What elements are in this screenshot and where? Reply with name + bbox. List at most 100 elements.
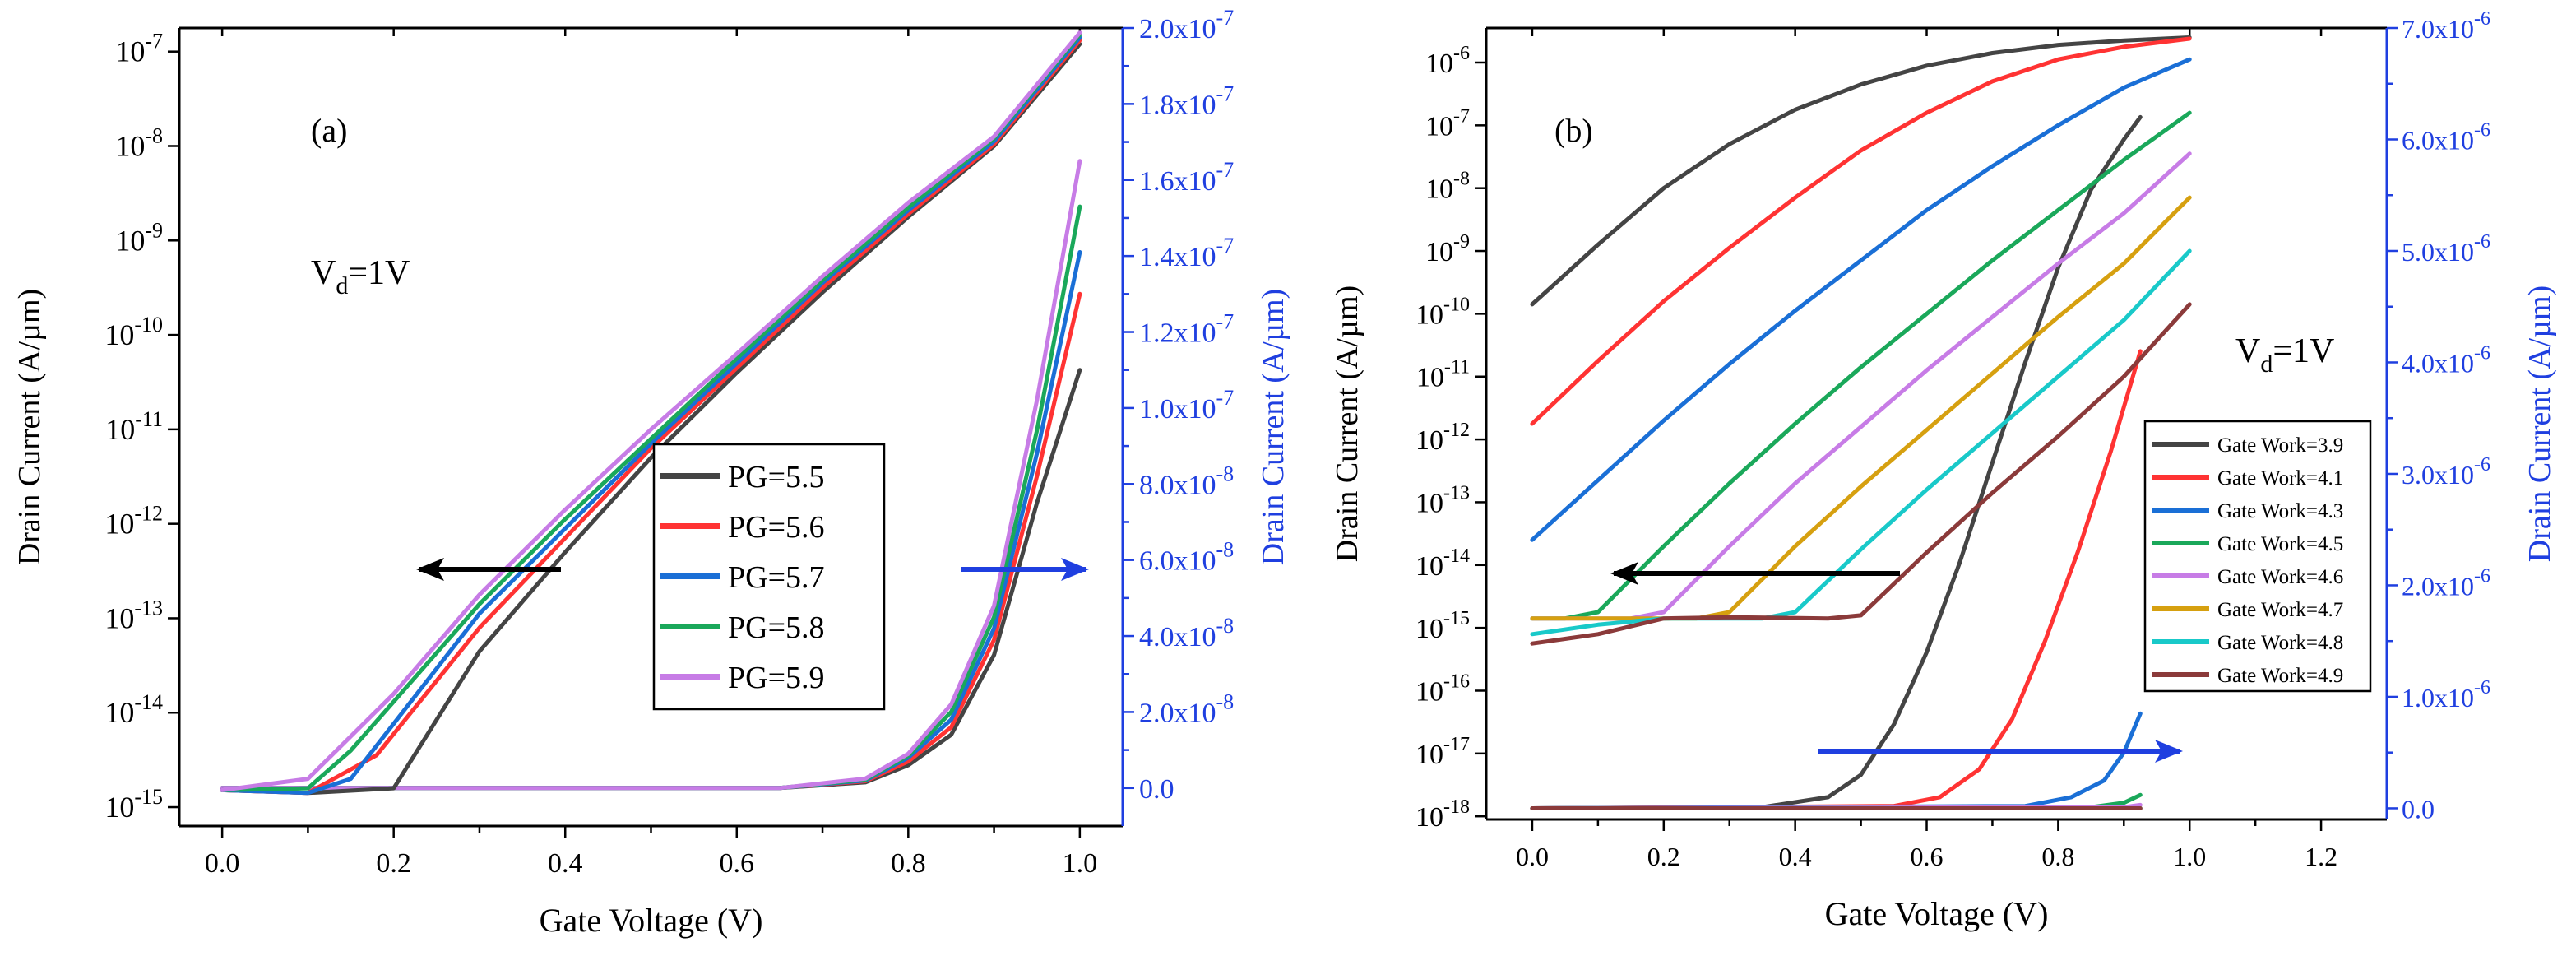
linear-series-group: [1530, 114, 2143, 810]
legend: PG=5.5 PG=5.6 PG=5.7 PG=5.8 PG=5.9: [652, 443, 886, 711]
series-log-PG=5.9: [220, 30, 1082, 792]
y-left-tick-label: 10-11: [105, 407, 163, 446]
y-left-tick-label: 10-7: [1425, 105, 1470, 142]
y-left-tick-label: 10-10: [104, 313, 163, 351]
legend-label: PG=5.6: [728, 510, 825, 545]
y-axis-right-label: Drain Current (A/µm): [2523, 285, 2557, 562]
series-log-Gate Work=4.6: [1530, 151, 2192, 621]
x-tick-label: 1.2: [2305, 842, 2337, 871]
legend-label: Gate Work=4.1: [2217, 467, 2343, 490]
y-right-tick-label: 1.4x10-7: [1139, 234, 1234, 272]
x-tick-label: 1.0: [2173, 842, 2206, 871]
y-left-tick-label: 10-11: [1416, 357, 1470, 393]
y-left-tick-label: 10-17: [1415, 734, 1470, 770]
x-tick-label: 0.6: [720, 848, 755, 879]
y-axis-right-label: Drain Current (A/µm): [1256, 289, 1290, 565]
legend-label: PG=5.8: [728, 610, 825, 645]
log-series-group: [1530, 35, 2192, 646]
series-log-Gate Work=3.9: [1530, 35, 2192, 307]
y-right-tick-label: 7.0x10-6: [2402, 8, 2490, 44]
legend-label: Gate Work=4.6: [2217, 566, 2343, 588]
y-right-tick-label: 6.0x10-6: [2402, 119, 2490, 155]
x-axis-label: Gate Voltage (V): [1825, 895, 2049, 932]
y-left-tick-label: 10-15: [1415, 608, 1470, 644]
y-left-tick-label: 10-8: [1425, 169, 1470, 205]
y-right-tick-label: 2.0x10-6: [2402, 565, 2490, 601]
chart-panel-a: 0.0 0.2 0.4 0.6 0.8 1.0 10-15 10-14 10-13 10-12 10…: [12, 6, 1290, 939]
linear-series-group: [220, 159, 1082, 791]
y-left-tick-label: 10-16: [1415, 671, 1470, 707]
y-left-tick-label: 10-15: [104, 785, 163, 824]
x-tick-label: 0.4: [548, 848, 583, 879]
y-right-tick-label: 2.0x10-7: [1139, 6, 1234, 44]
y-left-tick-label: 10-7: [115, 30, 163, 68]
panel-label: (a): [311, 112, 347, 149]
series-log-PG=5.8: [220, 32, 1082, 792]
series-linear-PG=5.9: [220, 159, 1082, 791]
vd-annotation: Vd=1V: [311, 254, 410, 299]
y-axis-left-label: Drain Current (A/µm): [1330, 285, 1364, 562]
y-right-tick-label: 4.0x10-6: [2402, 342, 2490, 378]
legend-label: PG=5.5: [728, 460, 825, 494]
y-right-tick-label: 1.8x10-7: [1139, 81, 1234, 120]
series-log-Gate Work=4.8: [1530, 248, 2192, 637]
legend-label: PG=5.7: [728, 560, 825, 595]
y-right-tick-label: 6.0x10-8: [1139, 538, 1234, 577]
series-linear-Gate Work=4.1: [1530, 349, 2143, 810]
x-tick-label: 1.0: [1063, 848, 1098, 879]
x-tick-label: 0.0: [205, 848, 240, 879]
y-left-tick-label: 10-10: [1415, 294, 1470, 330]
chart-panel-b: 0.0 0.2 0.4 0.6 0.8 1.0 1.2 10-18 10-17 10-16 10-1…: [1330, 8, 2557, 932]
y-left-tick-label: 10-18: [1415, 796, 1470, 833]
x-tick-label: 0.8: [2041, 842, 2074, 871]
log-series-group: [220, 30, 1082, 796]
legend-label: Gate Work=4.7: [2217, 599, 2343, 621]
y-left-tick-label: 10-6: [1425, 43, 1470, 79]
series-log-PG=5.5: [220, 42, 1082, 796]
legend-label: Gate Work=4.3: [2217, 500, 2343, 522]
legend-label: Gate Work=4.8: [2217, 632, 2343, 654]
y-left-tick-label: 10-13: [104, 596, 163, 634]
y-right-tick-label: 0.0: [2402, 794, 2435, 824]
y-left-tick-label: 10-14: [104, 690, 163, 729]
y-right-tick-label: 4.0x10-8: [1139, 614, 1234, 652]
vd-annotation: Vd=1V: [2235, 332, 2334, 378]
x-tick-label: 0.4: [1779, 842, 1812, 871]
y-left-tick-label: 10-12: [104, 502, 163, 541]
x-tick-label: 0.8: [891, 848, 926, 879]
y-right-tick-label: 1.0x10-6: [2402, 677, 2490, 712]
x-tick-label: 0.0: [1516, 842, 1549, 871]
legend-label: Gate Work=3.9: [2217, 434, 2343, 457]
series-log-PG=5.6: [220, 38, 1082, 796]
series-log-Gate Work=4.5: [1530, 110, 2192, 621]
legend: Gate Work=3.9 Gate Work=4.1 Gate Work=4.3 G…: [2143, 420, 2372, 693]
x-tick-label: 0.6: [1911, 842, 1944, 871]
series-log-Gate Work=4.3: [1530, 57, 2192, 542]
y-axis-left-label: Drain Current (A/µm): [12, 289, 47, 565]
series-log-Gate Work=4.7: [1530, 195, 2192, 621]
y-left-tick-label: 10-8: [115, 123, 163, 162]
y-right-tick-label: 1.2x10-7: [1139, 310, 1234, 349]
panel-label: (b): [1554, 112, 1593, 149]
y-right-tick-label: 3.0x10-6: [2402, 454, 2490, 490]
legend-label: PG=5.9: [728, 661, 825, 695]
y-right-tick-label: 1.6x10-7: [1139, 158, 1234, 197]
x-tick-label: 0.2: [376, 848, 411, 879]
y-left-tick-label: 10-9: [115, 218, 163, 257]
legend-box: [2143, 420, 2372, 693]
y-left-tick-label: 10-14: [1415, 545, 1470, 582]
y-right-tick-label: 1.0x10-7: [1139, 386, 1234, 425]
series-log-Gate Work=4.9: [1530, 302, 2192, 646]
y-right-tick-label: 2.0x10-8: [1139, 689, 1234, 728]
series-linear-Gate Work=4.3: [1530, 711, 2143, 810]
y-left-tick-label: 10-9: [1425, 231, 1470, 267]
series-log-PG=5.7: [220, 35, 1082, 796]
series-log-Gate Work=4.1: [1530, 36, 2192, 426]
series-linear-Gate Work=3.9: [1530, 114, 2143, 810]
x-axis-label: Gate Voltage (V): [540, 902, 763, 939]
y-right-tick-label: 8.0x10-8: [1139, 462, 1234, 500]
legend-label: Gate Work=4.9: [2217, 665, 2343, 687]
x-tick-label: 0.2: [1647, 842, 1680, 871]
y-right-tick-label: 5.0x10-6: [2402, 231, 2490, 267]
